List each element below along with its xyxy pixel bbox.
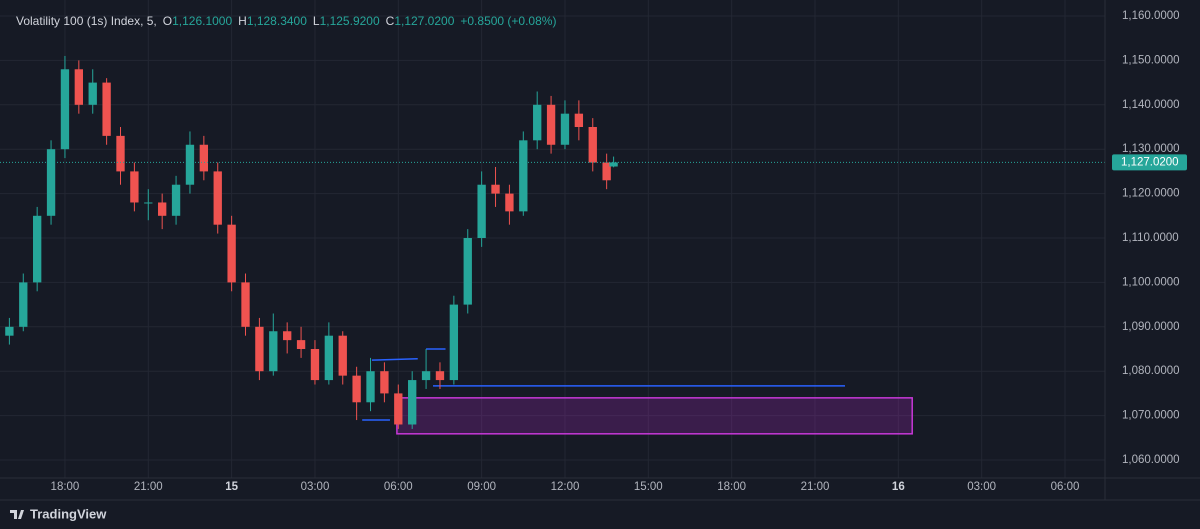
candle-body bbox=[588, 126, 597, 163]
candle-body bbox=[408, 380, 417, 425]
ohlc-value: 1,128.3400 bbox=[247, 14, 307, 28]
candle-body bbox=[213, 171, 222, 225]
candle-body bbox=[227, 224, 236, 283]
candle-body bbox=[449, 304, 459, 381]
x-tick-label: 06:00 bbox=[384, 481, 413, 493]
candle-body bbox=[491, 184, 500, 194]
candle-body bbox=[130, 171, 139, 203]
candle-body bbox=[602, 162, 611, 181]
candle-body bbox=[463, 238, 472, 305]
x-tick-label: 18:00 bbox=[717, 481, 746, 493]
candle-body bbox=[380, 371, 389, 394]
candle-body bbox=[338, 335, 347, 376]
candle-body bbox=[255, 326, 264, 372]
x-tick-label: 06:00 bbox=[1051, 481, 1080, 493]
y-tick-label: 1,110.0000 bbox=[1122, 232, 1179, 244]
candle-body bbox=[519, 140, 528, 212]
ohlc-legend: Volatility 100 (1s) Index, 5, O1,126.1000… bbox=[16, 14, 556, 28]
candle-body bbox=[435, 371, 445, 381]
y-tick-label: 1,120.0000 bbox=[1122, 188, 1180, 200]
candle-body bbox=[609, 162, 618, 167]
zone-box bbox=[396, 397, 913, 435]
x-tick-label: 09:00 bbox=[467, 481, 496, 493]
candle-body bbox=[505, 193, 514, 212]
candle-body bbox=[199, 144, 209, 172]
candle-body bbox=[366, 371, 375, 403]
candle-body bbox=[241, 282, 250, 327]
x-tick-label: 16 bbox=[892, 481, 905, 493]
candle-body bbox=[310, 349, 320, 381]
ohlc-prefix: C bbox=[386, 14, 395, 28]
candle-body bbox=[171, 184, 181, 216]
candle-body bbox=[5, 326, 14, 336]
candle-body bbox=[19, 282, 28, 327]
x-tick-label: 15 bbox=[225, 481, 238, 493]
candle-body bbox=[158, 202, 167, 216]
candle-body bbox=[185, 144, 195, 185]
y-tick-label: 1,060.0000 bbox=[1122, 454, 1180, 466]
candle-body bbox=[269, 331, 278, 372]
ohlc-value: 1,127.0200 bbox=[394, 14, 454, 28]
candle-body bbox=[546, 104, 556, 145]
x-tick-label: 21:00 bbox=[134, 481, 163, 493]
candle-body bbox=[574, 113, 584, 127]
x-tick-label: 21:00 bbox=[801, 481, 830, 493]
symbol: Volatility 100 (1s) Index, 5, bbox=[16, 14, 157, 28]
change: +0.8500 (+0.08%) bbox=[460, 14, 556, 28]
logo-icon bbox=[10, 510, 24, 519]
axes: 1,060.0000 1,070.0000 1,080.0000 1,090.0000… bbox=[51, 10, 1187, 493]
trend-line bbox=[371, 358, 418, 361]
y-tick-label: 1,140.0000 bbox=[1122, 99, 1180, 111]
y-tick-label: 1,150.0000 bbox=[1122, 54, 1180, 66]
candle-body bbox=[533, 104, 542, 141]
y-tick-label: 1,090.0000 bbox=[1122, 321, 1180, 333]
candle-body bbox=[46, 149, 56, 216]
brand[interactable]: TradingView bbox=[30, 506, 107, 521]
candle-body bbox=[296, 340, 306, 350]
candle-body bbox=[324, 335, 334, 381]
x-tick-label: 18:00 bbox=[51, 481, 80, 493]
marks bbox=[0, 55, 1105, 435]
candle-body bbox=[394, 393, 403, 425]
x-tick-label: 15:00 bbox=[634, 481, 663, 493]
candle-body bbox=[74, 69, 84, 105]
y-tick-label: 1,080.0000 bbox=[1122, 365, 1180, 377]
x-tick-label: 03:00 bbox=[301, 481, 330, 493]
candle-body bbox=[477, 184, 486, 239]
y-tick-label: 1,130.0000 bbox=[1122, 143, 1180, 155]
candle-body bbox=[560, 113, 570, 145]
candle-body bbox=[60, 69, 70, 150]
brand-logo: TradingView bbox=[10, 506, 107, 521]
x-tick-label: 03:00 bbox=[967, 481, 996, 493]
candle-body bbox=[352, 375, 361, 403]
candle-body bbox=[33, 215, 42, 283]
candle-body bbox=[421, 371, 431, 381]
ohlc-value: 1,126.1000 bbox=[172, 14, 232, 28]
ohlc-prefix: L bbox=[313, 14, 320, 28]
y-tick-label: 1,070.0000 bbox=[1122, 410, 1180, 422]
last-price-label: 1,127.0200 bbox=[1121, 156, 1179, 168]
candle-body bbox=[102, 82, 111, 136]
last-price-tag bbox=[1112, 154, 1187, 171]
y-tick-label: 1,160.0000 bbox=[1122, 10, 1180, 22]
candle-body bbox=[116, 135, 125, 172]
ohlc-prefix: H bbox=[238, 14, 247, 28]
candle-body bbox=[283, 331, 292, 341]
ohlc-prefix: O bbox=[163, 14, 172, 28]
y-tick-label: 1,100.0000 bbox=[1122, 276, 1180, 288]
candle-body bbox=[88, 82, 97, 105]
ohlc-value: 1,125.9200 bbox=[320, 14, 380, 28]
x-tick-label: 12:00 bbox=[551, 481, 580, 493]
candle-body bbox=[144, 202, 153, 204]
